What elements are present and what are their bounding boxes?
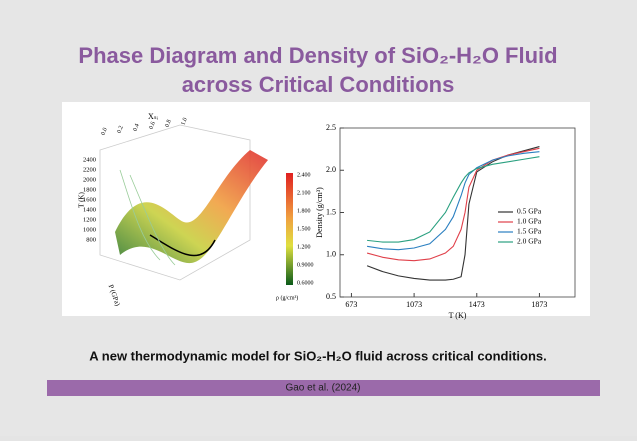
x-tick-label: 0.4 <box>133 123 141 132</box>
t-tick-label: 1000 <box>83 226 96 233</box>
x-tick-label: 0.2 <box>117 125 125 134</box>
colorbar-label: ρ (g/cm³) <box>276 294 298 301</box>
colorbar-tick-label: 2.400 <box>297 172 311 178</box>
colorbar-tick-label: 0.9000 <box>297 262 314 268</box>
x-tick-label: 0.0 <box>101 127 109 136</box>
series-line <box>367 151 540 251</box>
t-tick-label: 1400 <box>83 206 96 213</box>
phase-lines <box>119 169 176 266</box>
x-tick-label: 0.8 <box>165 119 173 128</box>
colorbar-tick-label: 2.100 <box>297 190 311 196</box>
y-tick-label: 2.5 <box>326 123 336 132</box>
footer: Gao et al. (2024) <box>285 383 360 394</box>
t-tick-label: 1200 <box>83 216 96 223</box>
legend-label: 1.5 GPa <box>517 227 542 236</box>
axis-label: Xₛᵢ <box>148 112 159 121</box>
t-tick-label: 2400 <box>83 156 96 163</box>
colorbar-tick-label: 0.6000 <box>297 280 314 286</box>
x-tick-label: 1073 <box>406 300 422 309</box>
t-tick-label: 1800 <box>83 186 96 193</box>
x-tick-label: 1473 <box>469 300 485 309</box>
title: across Critical Conditions <box>182 72 455 97</box>
legend-label: 1.0 GPa <box>517 217 542 226</box>
x-axis-label: T (K) <box>449 311 467 320</box>
legend-label: 0.5 GPa <box>517 207 542 216</box>
t-tick-label: 1600 <box>83 196 96 203</box>
y-tick-label: 2.0 <box>326 165 336 174</box>
t-tick-label: 2200 <box>83 166 96 173</box>
x-tick-label: 1.0 <box>181 117 189 126</box>
critical-curve <box>149 234 216 257</box>
surface <box>115 150 268 264</box>
y-tick-label: 1.5 <box>326 207 336 216</box>
colorbar-tick-label: 1.800 <box>297 208 311 214</box>
y-axis-label: Density (g/cm³) <box>315 187 324 238</box>
line-chart: 0.5 1.0 1.5 2.0 2.5 673 1073 1473 1873 T (K) Densi… <box>315 123 576 320</box>
t-tick-label: 800 <box>86 236 96 243</box>
y-tick-label: 1.0 <box>326 250 336 259</box>
legend-label: 2.0 GPa <box>517 237 542 246</box>
x-tick-label: 1873 <box>531 300 547 309</box>
footer-bar <box>47 380 600 396</box>
title: Phase Diagram and Density of SiO₂-H₂O Fl… <box>78 43 557 68</box>
y-tick-label: 0.5 <box>326 292 336 301</box>
colorbar <box>286 173 293 285</box>
colorbar-tick-label: 1.200 <box>297 244 311 250</box>
colorbar-tick-label: 1.500 <box>297 226 311 232</box>
box <box>99 124 251 281</box>
x-tick-label: 0.6 <box>149 121 157 130</box>
x-tick-label: 673 <box>345 300 357 309</box>
t-tick-label: 2000 <box>83 176 96 183</box>
caption: A new thermodynamic model for SiO₂-H₂O f… <box>89 348 546 363</box>
axis-label: T (K) <box>78 192 86 208</box>
series-line <box>367 156 540 243</box>
